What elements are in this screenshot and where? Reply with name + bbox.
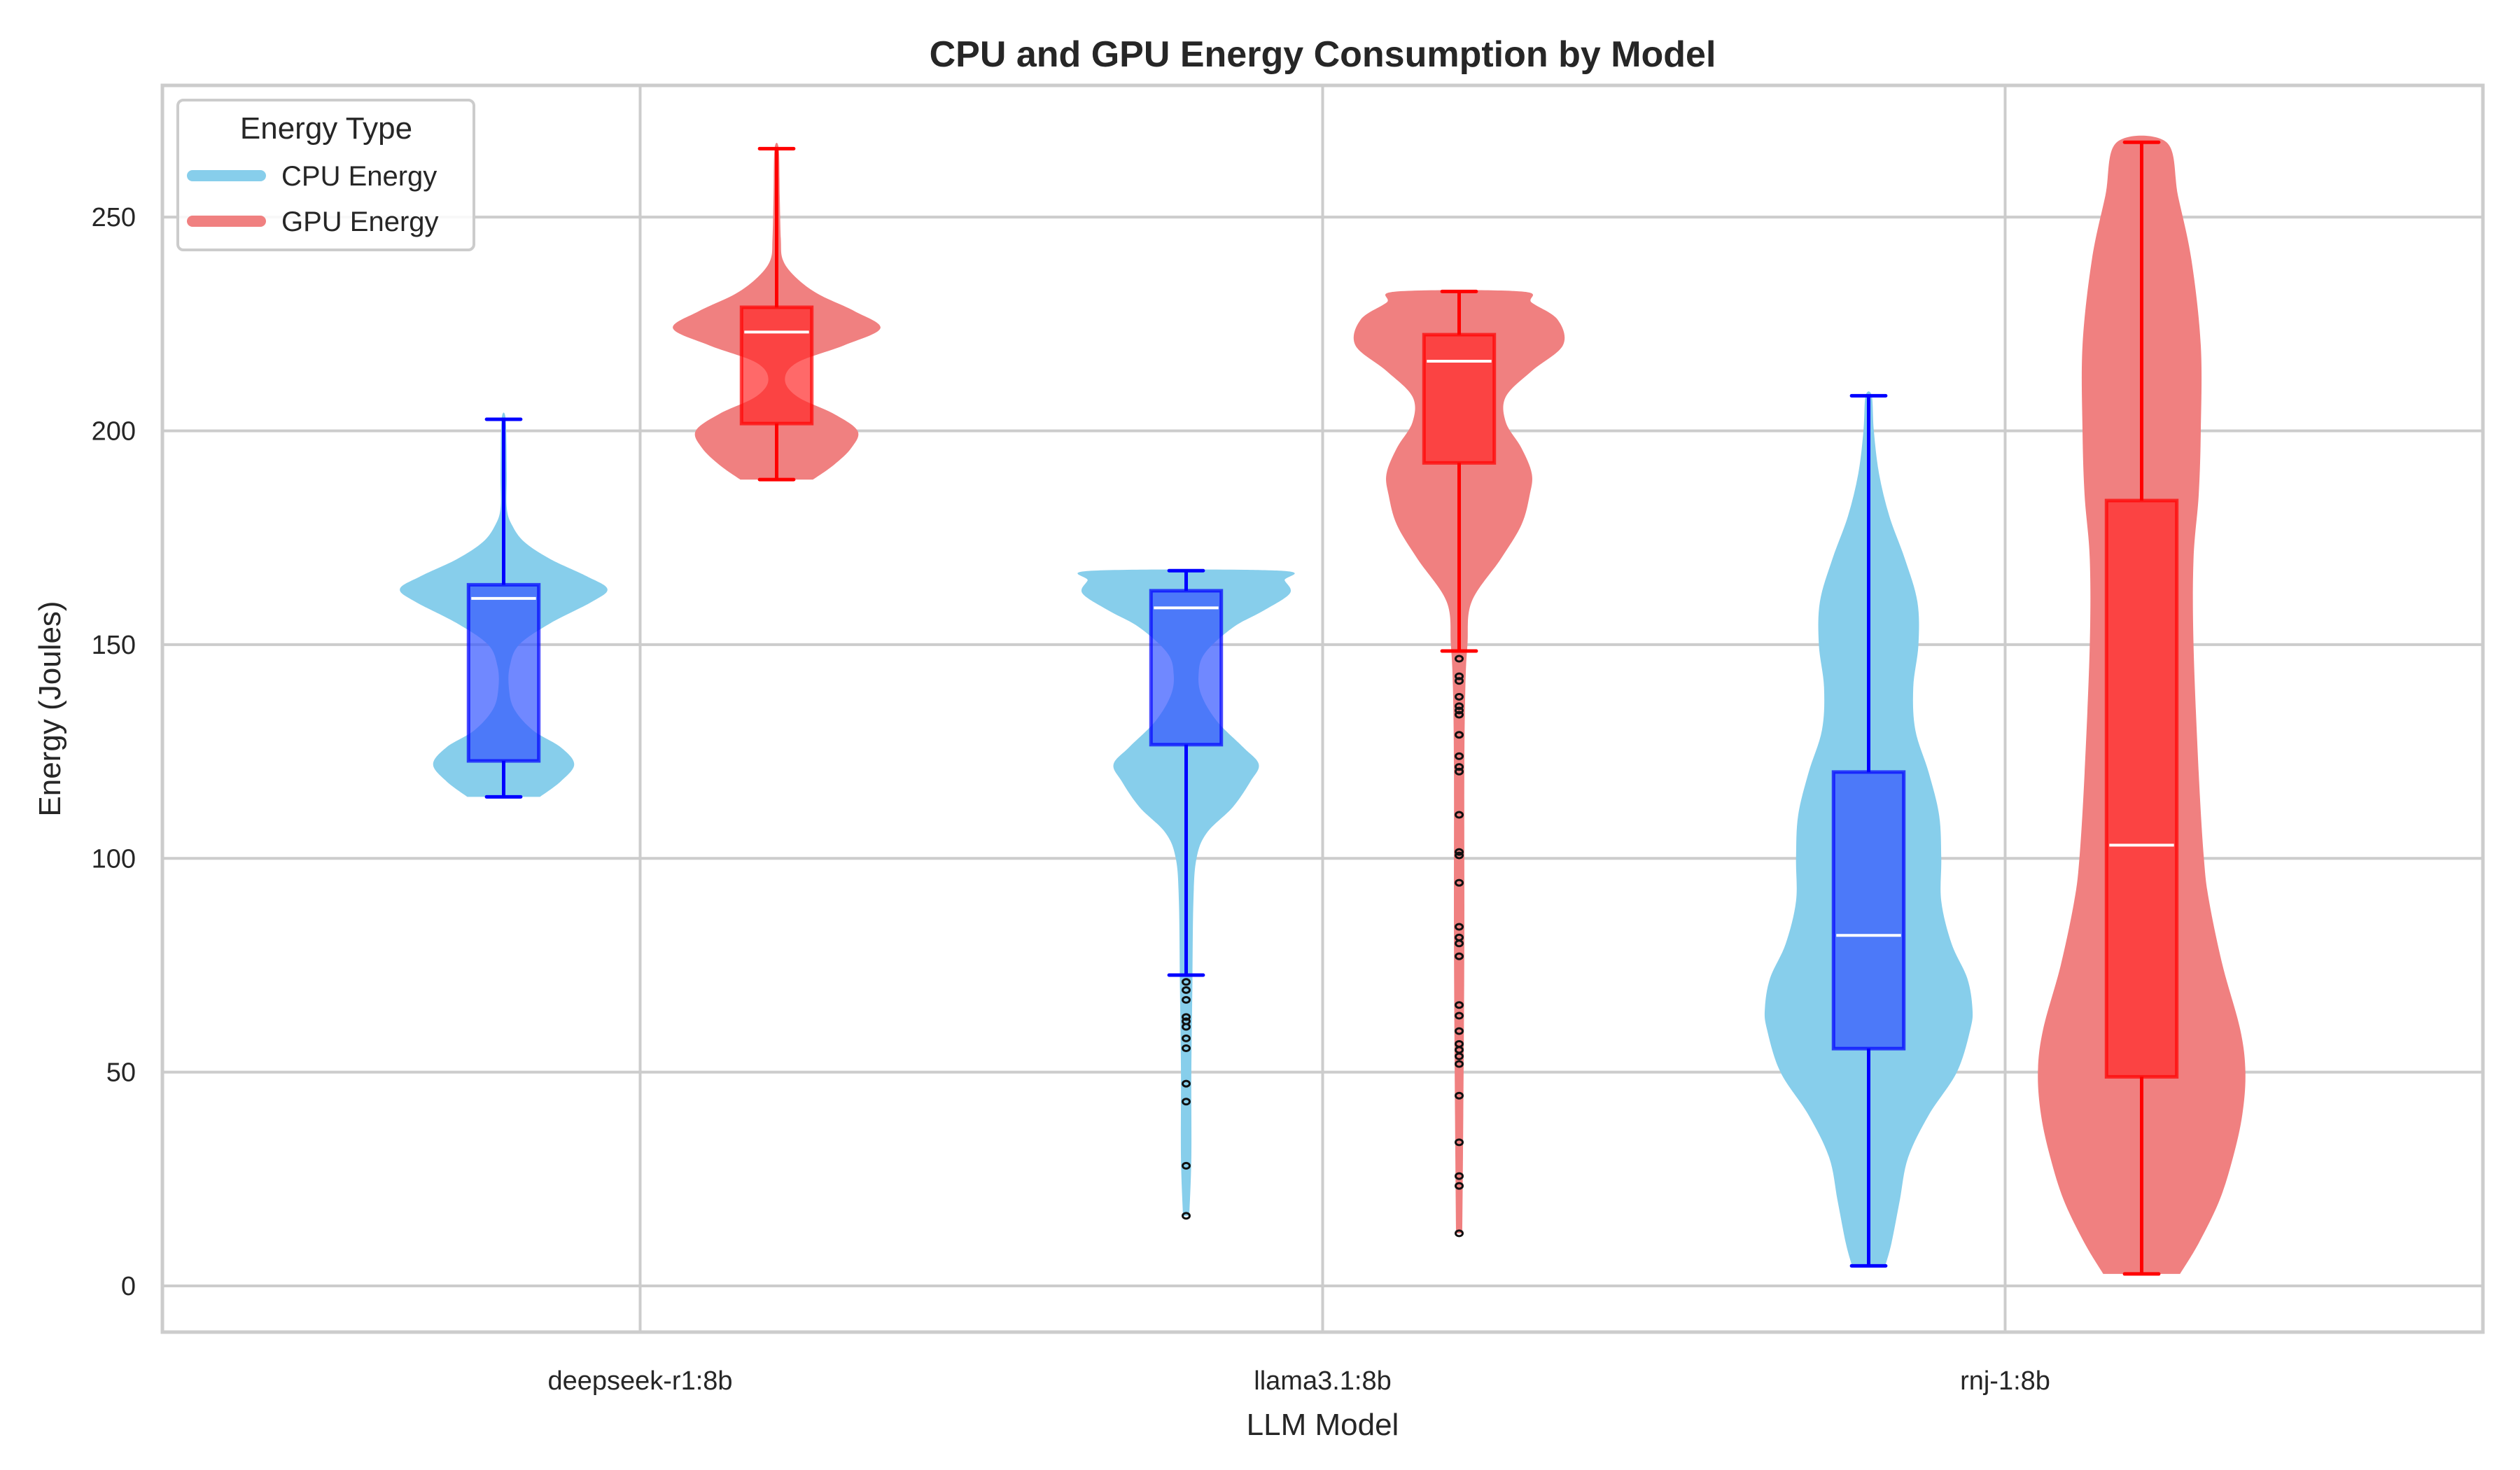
outlier-point [1182, 995, 1191, 1004]
outlier-point [1455, 1172, 1464, 1180]
box-gpu-2 [2104, 498, 2179, 1079]
y-tick-label: 100 [92, 844, 136, 874]
outlier-point [1455, 923, 1464, 931]
box-gpu-0 [739, 305, 814, 426]
axes-frame [160, 83, 2485, 1334]
outlier-point [1455, 692, 1464, 701]
outlier-point [1455, 1182, 1464, 1190]
outlier-point [1182, 978, 1191, 986]
box-cpu-2 [1831, 770, 1906, 1051]
legend: Energy Type CPU Energy GPU Energy [176, 99, 475, 251]
legend-frame [176, 99, 475, 251]
outlier-point [1455, 1027, 1464, 1035]
outlier-point [1455, 752, 1464, 760]
outlier-point [1182, 1023, 1191, 1031]
x-axis-label: LLM Model [1247, 1408, 1399, 1442]
legend-label-gpu: GPU Energy [281, 206, 439, 237]
outlier-point [1455, 654, 1464, 663]
outlier-point [1455, 1229, 1464, 1238]
grid-lines [162, 85, 2483, 1332]
outlier-point [1455, 767, 1464, 776]
outlier-point [1182, 1079, 1191, 1088]
x-tick-labels: deepseek-r1:8b llama3.1:8b rnj-1:8b [547, 1366, 2050, 1396]
outlier-point [1455, 710, 1464, 719]
outlier-point [1455, 1091, 1464, 1100]
y-tick-label: 0 [121, 1272, 136, 1301]
outlier-point [1455, 677, 1464, 685]
x-tick-label: deepseek-r1:8b [547, 1366, 732, 1396]
y-tick-label: 200 [92, 417, 136, 447]
outlier-point [1455, 1001, 1464, 1009]
box-cpu-1 [1149, 589, 1224, 747]
outlier-point [1182, 1212, 1191, 1220]
outlier-point [1455, 878, 1464, 887]
chart-title: CPU and GPU Energy Consumption by Model [930, 34, 1716, 75]
violin-gpu-1 [1353, 290, 1565, 1233]
outlier-point [1182, 1161, 1191, 1170]
outlier-point [1455, 811, 1464, 819]
outlier-point [1455, 952, 1464, 960]
legend-label-cpu: CPU Energy [281, 161, 437, 192]
outlier-point [1455, 1060, 1464, 1068]
outlier-point [1455, 1011, 1464, 1020]
legend-title: Energy Type [240, 111, 412, 146]
outlier-point [1182, 986, 1191, 994]
outlier-point [1455, 848, 1464, 856]
y-tick-label: 150 [92, 631, 136, 660]
y-tick-label: 50 [106, 1058, 136, 1088]
box-gpu-1 [1422, 332, 1497, 465]
y-axis-label: Energy (Joules) [33, 601, 67, 816]
outlier-point [1182, 1034, 1191, 1042]
outlier-point [1182, 1013, 1191, 1021]
outlier-point [1455, 1138, 1464, 1147]
box-cpu-0 [466, 582, 541, 763]
y-tick-label: 250 [92, 203, 136, 232]
outlier-point [1455, 1052, 1464, 1060]
outlier-point [1455, 702, 1464, 710]
outlier-point [1455, 851, 1464, 860]
x-tick-label: llama3.1:8b [1254, 1366, 1391, 1396]
outlier-point [1455, 731, 1464, 739]
x-tick-label: rnj-1:8b [1960, 1366, 2050, 1396]
box-plots [466, 140, 2179, 1276]
outlier-point [1455, 706, 1464, 715]
y-tick-labels: 0 50 100 150 200 250 [92, 203, 136, 1301]
outlier-point [1455, 939, 1464, 948]
outlier-point [1182, 1044, 1191, 1052]
outlier-point [1182, 1098, 1191, 1106]
